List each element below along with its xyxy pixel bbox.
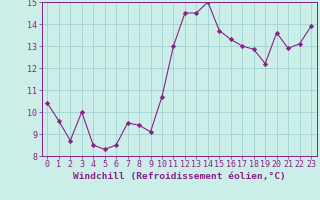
X-axis label: Windchill (Refroidissement éolien,°C): Windchill (Refroidissement éolien,°C) — [73, 172, 285, 181]
